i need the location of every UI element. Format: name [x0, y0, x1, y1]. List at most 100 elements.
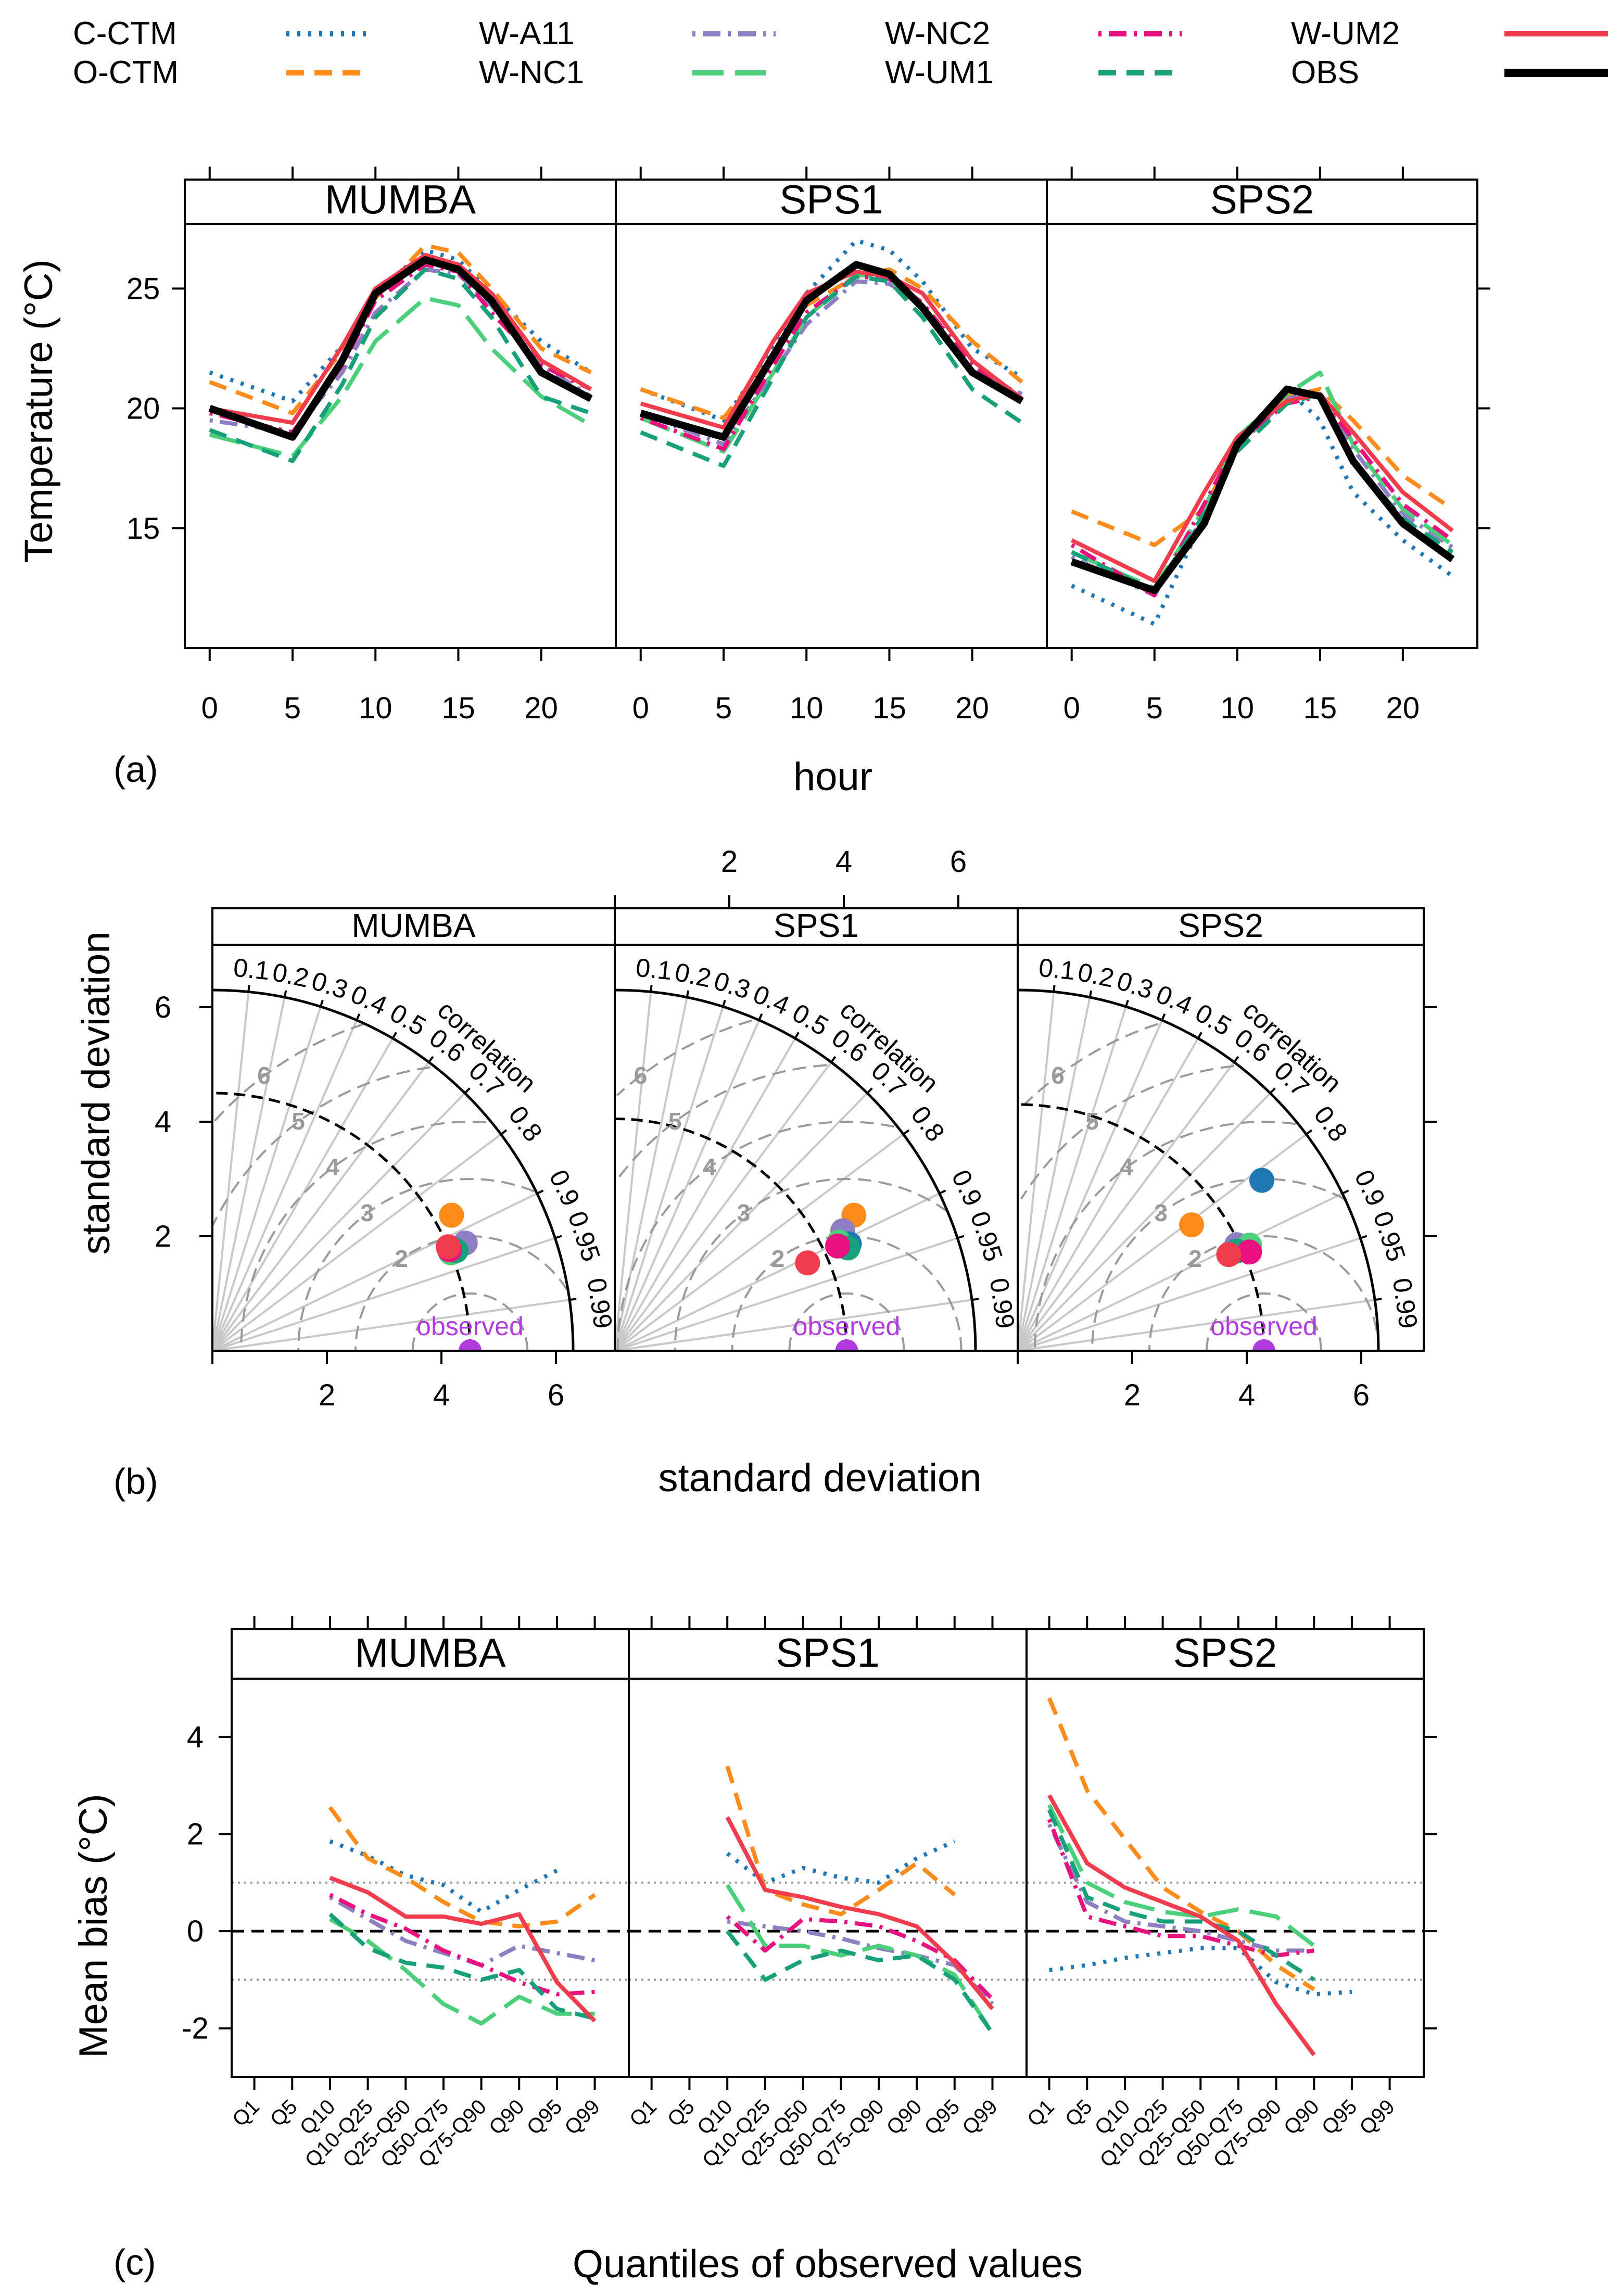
correlation-ray [615, 1193, 940, 1351]
rms-label: 4 [1120, 1153, 1133, 1181]
rms-arc [1148, 1235, 1379, 1351]
strip-label: SPS1 [774, 907, 859, 944]
panel-a-site-mumba: MUMBA 0 5 10 15 20 [184, 167, 617, 725]
series-line-w-a11 [727, 1919, 994, 2006]
correlation-tick [721, 999, 726, 1007]
series-line-w-a11 [328, 1895, 596, 1968]
correlation-tick [1233, 1056, 1239, 1063]
taylor-point-w-um2 [1216, 1242, 1242, 1267]
correlation-ray [212, 1020, 358, 1351]
panel-a-xlabel: hour [793, 755, 872, 799]
rms-label: 2 [1188, 1245, 1202, 1272]
series-line-w-um1 [328, 1912, 596, 2021]
rms-label: 6 [257, 1062, 271, 1089]
legend-item-w-nc1: W-NC1 [479, 55, 776, 91]
x-tick-label: 10 [359, 691, 392, 725]
panel-c-label: (c) [113, 2242, 156, 2282]
outer-arc [1018, 988, 1380, 1351]
legend-label: W-UM2 [1291, 16, 1400, 52]
strip-label: MUMBA [354, 1630, 505, 1676]
series-line-c-ctm [726, 1839, 956, 1885]
observed-sd-arc [615, 1118, 848, 1351]
correlation-tick [554, 1235, 562, 1239]
correlation-ray [212, 1061, 430, 1351]
correlation-ray [615, 1020, 761, 1351]
correlation-ray [615, 997, 688, 1351]
correlation-tick [686, 990, 690, 998]
rms-label: 2 [771, 1245, 785, 1272]
correlation-ray [212, 1006, 322, 1351]
taylor-point-w-um2 [795, 1250, 820, 1276]
observed-point [835, 1339, 858, 1351]
correlation-tick-label: 0.1 [1037, 953, 1077, 986]
panel-a-ylabel: Temperature (°C) [17, 259, 61, 563]
strip [628, 1628, 1028, 1680]
rms-arc [1020, 1065, 1234, 1200]
series-line-w-nc2 [1047, 1819, 1314, 1958]
x-tick-label: 0 [1063, 691, 1080, 725]
correlation-tick [319, 999, 324, 1007]
x-tick-label: 5 [715, 691, 732, 725]
series-line-w-um2 [725, 1816, 994, 2010]
legend-item-o-ctm: O-CTM [73, 55, 370, 91]
rms-label: 5 [1085, 1108, 1099, 1135]
strip [1046, 179, 1478, 225]
taylor-point-c-ctm [1249, 1168, 1275, 1193]
correlation-tick [1088, 990, 1093, 998]
correlation-ray [615, 1092, 868, 1351]
x-tick-label: 15 [1303, 691, 1337, 725]
series-line-w-nc2 [726, 1915, 994, 2001]
legend-label: C-CTM [73, 16, 177, 52]
correlation-tick [356, 1013, 361, 1021]
correlation-ray [615, 1061, 832, 1351]
correlation-ray [212, 1193, 538, 1351]
strip-label: SPS2 [1210, 176, 1314, 222]
correlation-tick [1197, 1032, 1202, 1039]
x-tick-label: 4 [433, 1378, 450, 1412]
x-tick-label: 15 [872, 691, 906, 725]
rms-label: 3 [360, 1199, 374, 1226]
outer-arc [615, 988, 977, 1351]
correlation-tick [283, 990, 287, 998]
y-tick-label: 20 [126, 392, 160, 426]
series-line-w-nc1 [328, 1917, 595, 2026]
rms-arc [616, 1019, 753, 1097]
series-line-w-um1 [209, 267, 592, 463]
x-tick-label: 6 [1353, 1378, 1370, 1412]
series-line-w-um2 [1070, 391, 1454, 583]
correlation-tick-label: 0.2 [1075, 957, 1117, 993]
series-line-obs [208, 256, 593, 441]
series-line-w-nc1 [725, 1884, 994, 2035]
correlation-ray [615, 1037, 796, 1351]
panel-frame [1025, 1678, 1425, 2078]
correlation-tick [830, 1056, 837, 1063]
correlation-ray [1018, 997, 1091, 1351]
correlation-ray [212, 1092, 466, 1351]
panel-frame [1046, 223, 1478, 649]
correlation-tick-label: 0.2 [673, 957, 714, 993]
correlation-ray [212, 992, 250, 1351]
rms-arc [1206, 1292, 1322, 1351]
correlation-ray [1018, 1299, 1375, 1351]
series-line-w-nc2 [329, 1893, 595, 1997]
x-tick-label: 4 [1238, 1378, 1255, 1412]
legend-item-obs: OBS [1291, 55, 1608, 91]
panel-a-label: (a) [113, 749, 158, 790]
correlation-ray [212, 1037, 394, 1351]
panel-a-site-sps2: SPS2 0 5 10 15 20 [1046, 167, 1478, 725]
correlation-tick-label: 0.1 [635, 953, 674, 986]
correlation-tick [1306, 1129, 1313, 1135]
y-tick-label: 0 [187, 1914, 204, 1948]
series-line-w-um2 [640, 270, 1023, 430]
correlation-tick [957, 1235, 965, 1239]
correlation-tick [903, 1129, 910, 1135]
correlation-tick-label: 0.99 [1387, 1276, 1423, 1330]
x-tick-label-top: 6 [950, 845, 967, 879]
correlation-tick [1360, 1235, 1368, 1239]
correlation-tick [569, 1298, 577, 1301]
correlation-tick [428, 1056, 434, 1063]
series-line-w-um2 [1047, 1794, 1316, 2057]
observed-label: observed [1210, 1312, 1318, 1341]
